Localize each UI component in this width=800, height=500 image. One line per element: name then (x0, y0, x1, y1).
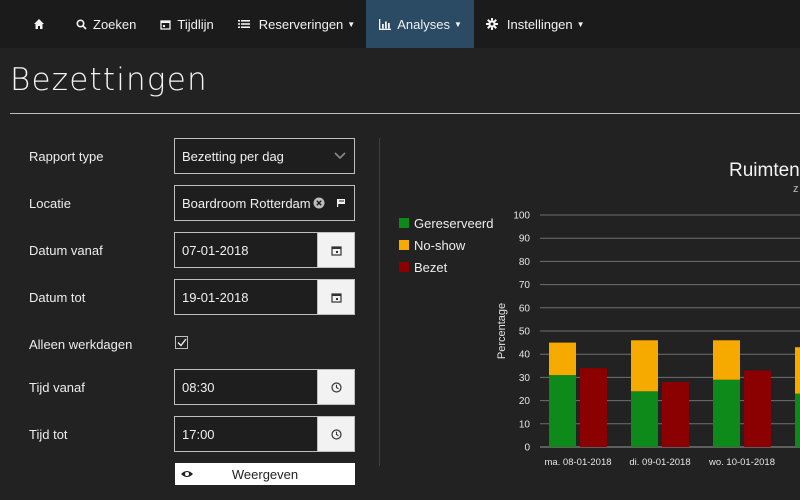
title-divider (10, 113, 800, 114)
top-navbar: Zoeken Tijdlijn Reserveringen ▼ Analyses… (0, 0, 800, 48)
bar-bezet (744, 370, 771, 447)
bar-noshow (549, 342, 576, 376)
rapport-type-select[interactable]: Bezetting per dag (174, 138, 355, 174)
gear-icon (485, 17, 499, 31)
bar-gereserveerd (713, 379, 740, 447)
x-tick-label: wo. 10-01-2018 (708, 457, 775, 468)
bezetting-chart: Percentage 0 10 20 30 40 50 60 70 80 90 100 ma. 08-0… (496, 211, 800, 468)
search-icon (74, 17, 88, 31)
eye-icon (180, 467, 194, 481)
y-tick-label: 60 (519, 303, 531, 314)
flag-icon (328, 198, 354, 208)
datum-vanaf-input[interactable]: 07-01-2018 (174, 232, 355, 268)
nav-instellingen-label: Instellingen (506, 16, 573, 32)
weergeven-label: Weergeven (231, 466, 299, 482)
datum-vanaf-value: 07-01-2018 (182, 242, 249, 258)
weergeven-button[interactable]: Weergeven (175, 463, 355, 485)
nav-zoeken[interactable]: Zoeken (63, 0, 147, 48)
locatie-select[interactable]: Boardroom Rotterdam (174, 185, 355, 221)
chart-subtitle: z (793, 183, 799, 195)
datum-tot-value: 19-01-2018 (182, 289, 249, 305)
legend-label-bezet: Bezet (414, 259, 448, 275)
x-tick-label: ma. 08-01-2018 (544, 457, 611, 468)
bar-gereserveerd (795, 393, 800, 447)
werkdagen-checkbox[interactable] (175, 336, 188, 349)
nav-reserveringen-label: Reserveringen (258, 16, 344, 32)
chart-title: Ruimten (729, 160, 800, 181)
nav-instellingen[interactable]: Instellingen ▼ (474, 0, 596, 48)
y-tick-label: 50 (519, 327, 531, 338)
y-tick-label: 40 (519, 350, 531, 361)
y-axis-label: Percentage (496, 303, 508, 359)
calendar-icon[interactable] (317, 233, 354, 267)
locatie-value: Boardroom Rotterdam (182, 195, 310, 211)
y-tick-label: 0 (524, 443, 530, 454)
panel-divider (379, 138, 380, 466)
rapport-type-label: Rapport type (29, 149, 104, 164)
bar-noshow (631, 340, 658, 392)
calendar-icon[interactable] (317, 280, 354, 314)
list-icon (237, 17, 251, 31)
y-tick-label: 100 (513, 211, 530, 222)
legend-label-noshow: No-show (414, 237, 466, 253)
legend-swatch-noshow (399, 240, 409, 250)
rapport-type-value: Bezetting per dag (182, 148, 284, 164)
nav-reserveringen[interactable]: Reserveringen ▼ (225, 0, 366, 48)
home-icon (32, 17, 46, 31)
legend-item-noshow[interactable]: No-show (399, 234, 493, 256)
tijd-tot-input[interactable]: 17:00 (174, 416, 355, 452)
y-tick-label: 20 (519, 396, 531, 407)
legend-item-bezet[interactable]: Bezet (399, 256, 493, 278)
y-tick-label: 80 (519, 257, 531, 268)
nav-home[interactable] (20, 0, 63, 48)
datum-tot-input[interactable]: 19-01-2018 (174, 279, 355, 315)
legend-swatch-bezet (399, 262, 409, 272)
y-tick-label: 30 (519, 373, 531, 384)
clock-icon[interactable] (317, 370, 354, 404)
tijd-vanaf-value: 08:30 (182, 379, 215, 395)
x-tick-label: di. 09-01-2018 (629, 457, 690, 468)
tijd-vanaf-input[interactable]: 08:30 (174, 369, 355, 405)
tijd-tot-label: Tijd tot (29, 427, 68, 442)
legend-label-gereserveerd: Gereserveerd (414, 215, 494, 231)
datum-vanaf-label: Datum vanaf (29, 243, 103, 258)
y-tick-label: 90 (519, 234, 531, 245)
clear-icon[interactable] (310, 197, 328, 209)
bar-noshow (713, 340, 740, 380)
y-tick-label: 10 (519, 419, 531, 430)
bar-bezet (580, 368, 607, 447)
chevron-down-icon: ▼ (453, 19, 462, 29)
calendar-icon (158, 17, 172, 31)
chevron-down-icon: ▼ (576, 19, 585, 29)
chevron-down-icon (326, 152, 354, 160)
nav-tijdlijn[interactable]: Tijdlijn (147, 0, 224, 48)
tijd-vanaf-label: Tijd vanaf (29, 380, 85, 395)
bar-gereserveerd (549, 375, 576, 447)
bar-gereserveerd (631, 391, 658, 447)
tijd-tot-value: 17:00 (182, 426, 215, 442)
chart-legend: Gereserveerd No-show Bezet (399, 212, 493, 278)
nav-analyses-label: Analyses (397, 16, 450, 32)
y-tick-label: 70 (519, 280, 531, 291)
werkdagen-label: Alleen werkdagen (29, 337, 133, 352)
page-title: Bezettingen (10, 62, 208, 98)
bar-chart-icon (378, 17, 392, 31)
clock-icon[interactable] (317, 417, 354, 451)
nav-zoeken-label: Zoeken (93, 16, 137, 32)
bar-bezet (662, 382, 689, 447)
locatie-label: Locatie (29, 196, 71, 211)
datum-tot-label: Datum tot (29, 290, 86, 305)
chevron-down-icon: ▼ (347, 19, 356, 29)
bar-noshow (795, 347, 800, 394)
legend-swatch-gereserveerd (399, 218, 409, 228)
nav-tijdlijn-label: Tijdlijn (177, 16, 214, 32)
nav-analyses[interactable]: Analyses ▼ (366, 0, 474, 48)
legend-item-gereserveerd[interactable]: Gereserveerd (399, 212, 493, 234)
